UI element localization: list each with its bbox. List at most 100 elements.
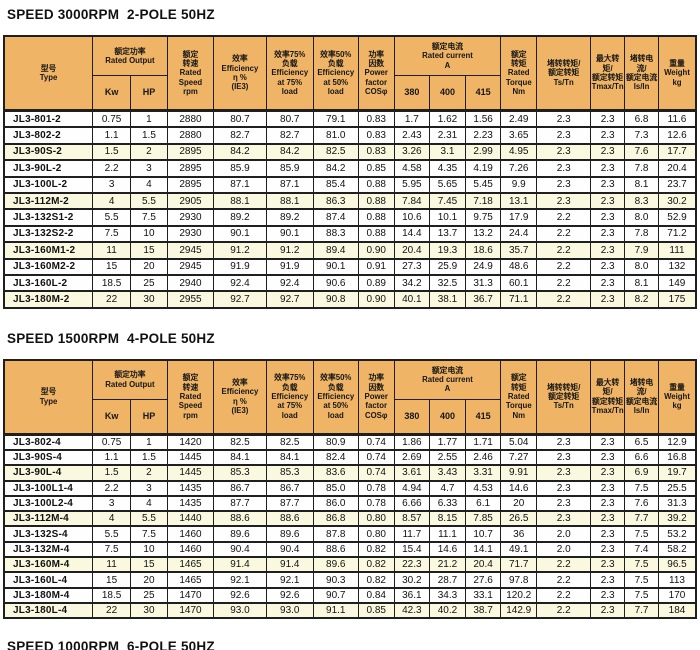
value-cell: 31.3 [464,273,502,293]
value-cell: 1.5 [130,448,168,467]
value-cell: 2.2 [536,601,592,620]
value-cell: 1465 [166,571,215,589]
value-cell: 2.3 [590,191,626,211]
value-cell: 92.6 [265,586,314,604]
col-header-is-in: 堵转电流/ 额定电流 Is/In [624,359,659,435]
value-cell: 1435 [166,479,215,497]
value-cell: 0.78 [357,494,395,513]
value-cell: 6.9 [624,464,659,482]
model-cell: JL3-160M-4 [3,556,94,574]
table-row: JL3-132S1-2 5.5 7.5 2930 89.2 89.2 87.4 0.88 10.… [3,208,697,227]
value-cell: 91.2 [213,241,267,260]
value-cell: 20.4 [464,556,502,574]
value-cell: 86.3 [312,191,359,211]
value-cell: 3.65 [500,126,538,145]
value-cell: 24.4 [500,224,538,244]
value-cell: 6.6 [624,448,659,467]
value-cell: 27.6 [464,571,502,589]
value-cell: 2.3 [536,109,592,129]
value-cell: 0.84 [357,586,395,604]
section-title-1000rpm: SPEED 1000RPM 6-POLE 50HZ [7,639,215,650]
col-header-hp: HP [130,398,168,435]
value-cell: 2.23 [464,126,502,145]
value-cell: 25.9 [429,257,466,276]
value-cell: 6.33 [429,494,466,513]
value-cell: 7.45 [429,191,466,211]
value-cell: 2.2 [92,159,132,178]
value-cell: 84.2 [213,142,267,162]
value-cell: 14.1 [464,540,502,559]
value-cell: 0.85 [357,601,395,620]
value-cell: 2.3 [590,175,626,194]
value-cell: 25 [130,586,168,604]
value-cell: 81.0 [312,126,359,145]
value-cell: 7.5 [624,586,659,604]
value-cell: 2.3 [536,494,592,513]
value-cell: 38.1 [429,290,466,309]
value-cell: 0.90 [357,290,395,309]
model-cell: JL3-112M-2 [3,191,94,211]
value-cell: 52.9 [658,208,697,227]
value-cell: 6.8 [624,109,659,129]
value-cell: 2.2 [536,290,592,309]
value-cell: 2.2 [536,241,592,260]
value-cell: 71.7 [500,556,538,574]
value-cell: 3.1 [429,142,466,162]
col-header-380v: 380 [393,75,431,111]
value-cell: 2940 [166,273,215,293]
table-row: JL3-100L1-4 2.2 3 1435 86.7 86.7 85.0 0.78 4.94 4… [3,479,697,497]
value-cell: 1470 [166,601,215,620]
value-cell: 89.6 [312,556,359,574]
value-cell: 12.9 [658,432,697,451]
value-cell: 2.0 [536,540,592,559]
value-cell: 15 [92,571,132,589]
col-header-400v: 400 [429,75,466,111]
value-cell: 92.4 [213,273,267,293]
model-cell: JL3-160L-2 [3,273,94,293]
value-cell: 10.6 [393,208,431,227]
value-cell: 85.3 [265,464,314,482]
model-cell: JL3-100L2-4 [3,494,94,513]
value-cell: 111 [658,241,697,260]
value-cell: 82.7 [213,126,267,145]
value-cell: 8.57 [393,510,431,528]
value-cell: 35.7 [500,241,538,260]
value-cell: 82.5 [213,432,267,451]
value-cell: 42.3 [393,601,431,620]
table-row: JL3-100L-2 3 4 2895 87.1 87.1 85.4 0.88 5.95 5.65… [3,175,697,194]
value-cell: 90.4 [265,540,314,559]
model-cell: JL3-90S-2 [3,142,94,162]
value-cell: 2.46 [464,448,502,467]
value-cell: 7.85 [464,510,502,528]
model-cell: JL3-90L-2 [3,159,94,178]
value-cell: 9.75 [464,208,502,227]
value-cell: 2.2 [92,479,132,497]
value-cell: 7.5 [130,208,168,227]
value-cell: 1 [130,109,168,129]
value-cell: 88.1 [265,191,314,211]
col-header-kw: Kw [92,75,132,111]
value-cell: 97.8 [500,571,538,589]
value-cell: 80.7 [213,109,267,129]
value-cell: 0.88 [357,191,395,211]
value-cell: 2.3 [590,525,626,543]
value-cell: 5.5 [130,191,168,211]
value-cell: 91.4 [265,556,314,574]
value-cell: 17.9 [500,208,538,227]
value-cell: 2.3 [590,571,626,589]
value-cell: 87.1 [213,175,267,194]
value-cell: 19.7 [658,464,697,482]
value-cell: 25.5 [658,479,697,497]
value-cell: 1.56 [464,109,502,129]
table-row: JL3-112M-4 4 5.5 1440 88.6 88.6 86.8 0.80 8.57 8.… [3,510,697,528]
value-cell: 27.3 [393,257,431,276]
value-cell: 0.78 [357,479,395,497]
value-cell: 8.0 [624,208,659,227]
col-header-efficiency-75: 效率75% 负载 Efficiency at 75% load [265,359,314,435]
table-header: 型号 Type 额定功率 Rated Output 额定 转速 Rated Sp… [3,35,697,111]
model-cell: JL3-180M-2 [3,290,94,309]
value-cell: 15.4 [393,540,431,559]
table-row: JL3-112M-2 4 5.5 2905 88.1 88.1 86.3 0.88 7.84 7.… [3,191,697,211]
value-cell: 92.4 [265,273,314,293]
col-header-weight: 重量 Weight kg [658,35,697,111]
